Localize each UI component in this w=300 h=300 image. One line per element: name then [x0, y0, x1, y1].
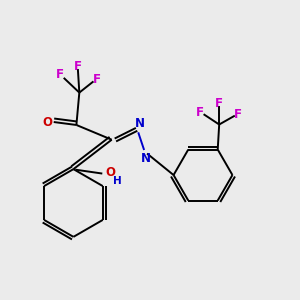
- Text: F: F: [234, 108, 242, 121]
- Text: N: N: [135, 117, 145, 130]
- Text: O: O: [106, 166, 116, 178]
- Text: F: F: [215, 97, 223, 110]
- Text: F: F: [74, 60, 82, 73]
- Text: F: F: [56, 68, 64, 81]
- Text: H: H: [112, 176, 122, 186]
- Text: O: O: [43, 116, 53, 128]
- Text: F: F: [196, 106, 204, 118]
- Text: N: N: [141, 152, 151, 165]
- Text: F: F: [93, 73, 101, 86]
